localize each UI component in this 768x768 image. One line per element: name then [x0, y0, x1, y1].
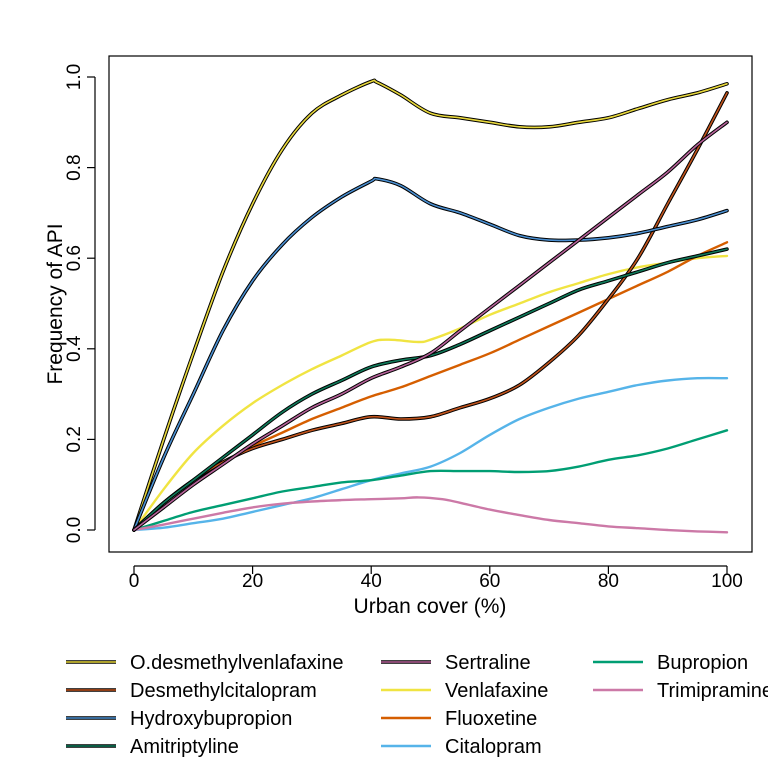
legend-label: Hydroxybupropion — [130, 708, 292, 730]
series-bupropion — [132, 429, 729, 532]
legend-label: Citalopram — [445, 736, 542, 758]
legend-item: Sertraline — [381, 652, 531, 674]
x-tick-label: 60 — [479, 571, 500, 592]
y-tick-label: 0.6 — [64, 245, 85, 271]
legend-item: O.desmethylvenlafaxine — [66, 652, 343, 674]
y-tick-label: 0.8 — [64, 154, 85, 180]
series-line-hydroxybupropion — [133, 177, 728, 531]
plot-frame — [108, 55, 753, 553]
series-trimipramine — [132, 496, 729, 534]
series-o-desmethylvenlafaxine — [132, 78, 729, 532]
x-tick-label: 40 — [361, 571, 382, 592]
y-axis-label: Frequency of API — [44, 223, 67, 384]
legend-item: Trimipramine — [593, 680, 768, 702]
series-line-citalopram — [132, 376, 729, 532]
legend-label: Venlafaxine — [445, 680, 548, 702]
y-tick-label: 0.2 — [64, 426, 85, 452]
x-axis-label: Urban cover (%) — [354, 595, 507, 618]
legend-item: Bupropion — [593, 652, 748, 674]
legend-item: Venlafaxine — [381, 680, 548, 702]
x-tick-label: 100 — [711, 571, 743, 592]
y-tick-label: 0.4 — [64, 335, 85, 362]
x-tick-label: 0 — [129, 571, 140, 592]
series-line-sertraline — [133, 121, 728, 531]
series-amitriptyline — [132, 247, 729, 532]
series-line-bupropion — [132, 429, 729, 532]
legend-label: Bupropion — [657, 652, 748, 674]
legend-item: Amitriptyline — [66, 736, 239, 758]
legend-label: Desmethylcitalopram — [130, 680, 317, 702]
series-sertraline — [132, 120, 729, 532]
legend-label: Amitriptyline — [130, 736, 239, 758]
series-line-venlafaxine — [132, 254, 729, 532]
legend-item: Hydroxybupropion — [66, 708, 292, 730]
series-hydroxybupropion — [132, 176, 729, 532]
series-venlafaxine — [132, 254, 729, 532]
legend-label: O.desmethylvenlafaxine — [130, 652, 343, 674]
legend-item: Citalopram — [381, 736, 542, 758]
y-tick-label: 1.0 — [64, 64, 85, 90]
legend-label: Fluoxetine — [445, 708, 537, 730]
series-line-o-desmethylvenlafaxine — [133, 79, 728, 531]
legend-label: Sertraline — [445, 652, 531, 674]
legend: O.desmethylvenlafaxine Desmethylcitalopra… — [66, 652, 768, 758]
axes-group: 0 20 40 60 80 100 0.0 0.2 0.4 0.6 0.8 1.0 — [64, 64, 743, 592]
series-line-trimipramine — [132, 496, 729, 534]
legend-item: Fluoxetine — [381, 708, 537, 730]
x-tick-label: 80 — [598, 571, 619, 592]
y-tick-label: 0.0 — [64, 517, 85, 543]
series-citalopram — [132, 376, 729, 532]
series-layer — [132, 78, 729, 534]
legend-item: Desmethylcitalopram — [66, 680, 317, 702]
series-line-amitriptyline — [133, 248, 728, 531]
legend-label: Trimipramine — [657, 680, 768, 702]
x-tick-label: 20 — [242, 571, 263, 592]
